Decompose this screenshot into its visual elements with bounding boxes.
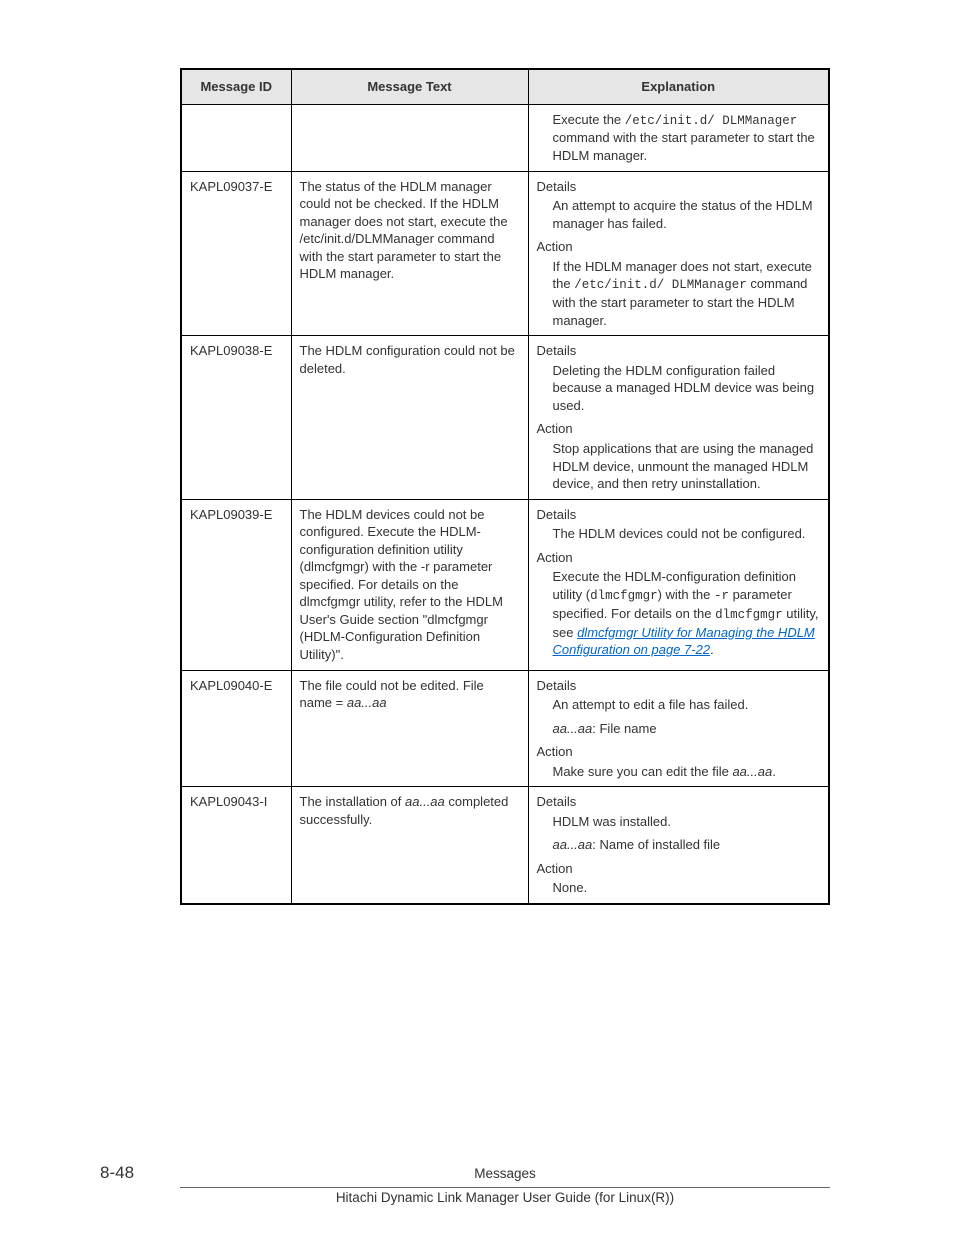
details-label: Details <box>537 342 821 360</box>
action-label: Action <box>537 238 821 256</box>
exp-code: /etc/init.d/ DLMManager <box>625 114 798 128</box>
details-var: aa...aa <box>553 721 593 736</box>
cell-text <box>291 104 528 171</box>
table-header-row: Message ID Message Text Explanation <box>181 69 829 104</box>
cell-explanation: Details The HDLM devices could not be co… <box>528 499 829 670</box>
cell-explanation: Details An attempt to edit a file has fa… <box>528 670 829 787</box>
msg-text: The file could not be edited. File name … <box>300 678 484 711</box>
table-row: Execute the /etc/init.d/ DLMManager comm… <box>181 104 829 171</box>
cell-explanation: Execute the /etc/init.d/ DLMManager comm… <box>528 104 829 171</box>
details-label: Details <box>537 793 821 811</box>
details-body: An attempt to acquire the status of the … <box>553 197 821 232</box>
cell-text: The installation of aa...aa completed su… <box>291 787 528 904</box>
footer-section-title: Messages <box>180 1166 830 1181</box>
action-code: -r <box>714 589 729 603</box>
cell-text: The HDLM configuration could not be dele… <box>291 336 528 499</box>
exp-text: command with the start parameter to star… <box>553 130 815 163</box>
table-row: KAPL09039-E The HDLM devices could not b… <box>181 499 829 670</box>
cell-explanation: Details An attempt to acquire the status… <box>528 171 829 336</box>
page-number: 8-48 <box>100 1163 180 1183</box>
details-var-post: : File name <box>592 721 656 736</box>
details-body: The HDLM devices could not be configured… <box>553 525 821 543</box>
msg-var: aa...aa <box>405 794 445 809</box>
action-code: /etc/init.d/ DLMManager <box>574 278 747 292</box>
details-label: Details <box>537 506 821 524</box>
action-code: dlmcfgmgr <box>590 589 658 603</box>
msg-text: The installation of <box>300 794 406 809</box>
cell-id: KAPL09038-E <box>181 336 291 499</box>
table-row: KAPL09038-E The HDLM configuration could… <box>181 336 829 499</box>
cell-id: KAPL09037-E <box>181 171 291 336</box>
details-label: Details <box>537 677 821 695</box>
page-footer: 8-48 Messages Hitachi Dynamic Link Manag… <box>0 1163 954 1205</box>
col-header-text: Message Text <box>291 69 528 104</box>
action-label: Action <box>537 860 821 878</box>
action-body: None. <box>553 879 821 897</box>
details-body: Deleting the HDLM configuration failed b… <box>553 362 821 415</box>
table-row: KAPL09043-I The installation of aa...aa … <box>181 787 829 904</box>
document-page: Message ID Message Text Explanation Exec… <box>0 0 954 1235</box>
cell-id: KAPL09043-I <box>181 787 291 904</box>
details-var: aa...aa <box>553 837 593 852</box>
action-text: . <box>710 642 714 657</box>
footer-doc-title: Hitachi Dynamic Link Manager User Guide … <box>180 1190 830 1205</box>
details-body: An attempt to edit a file has failed. <box>553 696 821 714</box>
details-label: Details <box>537 178 821 196</box>
action-body: Stop applications that are using the man… <box>553 440 821 493</box>
action-label: Action <box>537 549 821 567</box>
table-row: KAPL09037-E The status of the HDLM manag… <box>181 171 829 336</box>
cell-text: The HDLM devices could not be configured… <box>291 499 528 670</box>
msg-var: aa...aa <box>347 695 387 710</box>
details-var-post: : Name of installed file <box>592 837 720 852</box>
action-code: dlmcfgmgr <box>715 608 783 622</box>
cell-text: The status of the HDLM manager could not… <box>291 171 528 336</box>
action-var: aa...aa <box>732 764 772 779</box>
cross-reference-link[interactable]: dlmcfgmgr Utility for Managing the HDLM … <box>553 625 815 658</box>
col-header-id: Message ID <box>181 69 291 104</box>
action-text: ) with the <box>658 587 714 602</box>
cell-explanation: Details HDLM was installed. aa...aa: Nam… <box>528 787 829 904</box>
details-body: HDLM was installed. <box>553 813 821 831</box>
action-text: Make sure you can edit the file <box>553 764 733 779</box>
action-label: Action <box>537 420 821 438</box>
action-label: Action <box>537 743 821 761</box>
messages-table: Message ID Message Text Explanation Exec… <box>180 68 830 905</box>
table-row: KAPL09040-E The file could not be edited… <box>181 670 829 787</box>
cell-id: KAPL09039-E <box>181 499 291 670</box>
cell-explanation: Details Deleting the HDLM configuration … <box>528 336 829 499</box>
cell-id <box>181 104 291 171</box>
exp-text: Execute the <box>553 112 625 127</box>
cell-id: KAPL09040-E <box>181 670 291 787</box>
action-text: . <box>772 764 776 779</box>
cell-text: The file could not be edited. File name … <box>291 670 528 787</box>
footer-rule <box>180 1187 830 1188</box>
col-header-explanation: Explanation <box>528 69 829 104</box>
